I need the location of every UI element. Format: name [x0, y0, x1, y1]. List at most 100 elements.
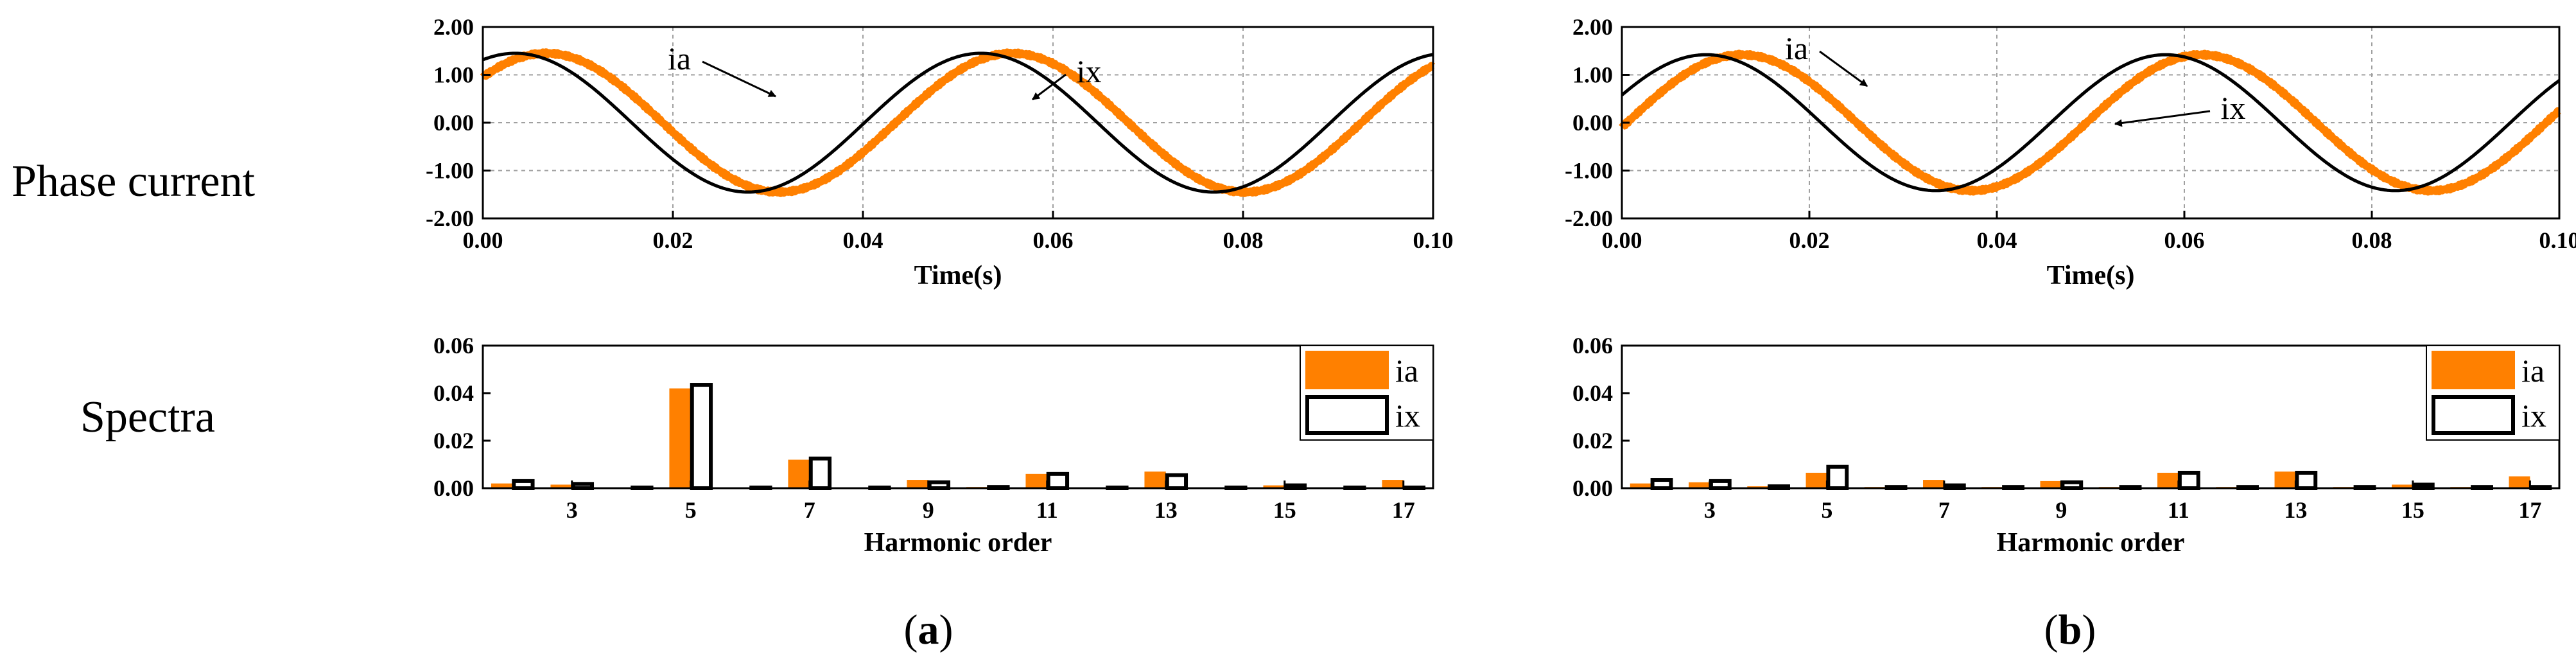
annotation-label-ix: ix — [1077, 53, 1102, 89]
x-tick-label: 0.06 — [1033, 227, 1074, 253]
plot-frame — [482, 344, 1434, 489]
annotation-label-ia: ia — [1785, 30, 1808, 66]
bar-ia — [1263, 485, 1285, 488]
bar-ia — [2157, 472, 2179, 488]
annotation-label-ix: ix — [2221, 90, 2246, 126]
series-line-ix — [1621, 53, 2561, 193]
y-tick-label: 0.00 — [1572, 110, 1613, 136]
caption-b-letter: b — [2058, 606, 2082, 653]
x-tick-label: 5 — [685, 497, 697, 523]
legend-swatch-ia — [1305, 351, 1389, 389]
bar-ia — [788, 459, 810, 488]
caption-b: (b) — [2044, 606, 2096, 653]
bar-ix — [2295, 470, 2318, 491]
annotation-arrow — [1819, 50, 1868, 87]
legend-swatch-ia — [2432, 351, 2515, 389]
y-tick-label: 2.00 — [1572, 14, 1613, 40]
series-line-ia — [480, 48, 1436, 197]
y-tick-label: -1.00 — [426, 158, 474, 184]
y-tick-label: 0.00 — [433, 475, 474, 501]
annotation-label-ia: ia — [668, 40, 691, 76]
bar-ix — [512, 479, 535, 491]
y-tick-label: 0.06 — [433, 333, 474, 358]
x-tick-label: 0.08 — [1223, 227, 1264, 253]
legend-label-ix: ix — [1395, 398, 1420, 434]
bar-ia — [907, 480, 928, 488]
caption-b-close: ) — [2082, 606, 2096, 653]
x-tick-label: 11 — [1036, 497, 1058, 523]
y-tick-label: -2.00 — [1565, 206, 1613, 231]
bar-ia — [1025, 473, 1047, 488]
caption-a-letter: a — [918, 606, 939, 653]
x-axis-title: Harmonic order — [864, 528, 1052, 558]
caption-a-open: ( — [904, 606, 918, 653]
x-tick-label: 17 — [2518, 497, 2541, 523]
annotation-arrow — [2114, 110, 2211, 127]
x-tick-label: 9 — [2055, 497, 2067, 523]
caption-a-close: ) — [939, 606, 953, 653]
y-tick-label: 1.00 — [433, 62, 474, 88]
x-tick-label: 15 — [1273, 497, 1296, 523]
y-tick-label: 0.02 — [433, 428, 474, 454]
x-tick-label: 17 — [1392, 497, 1415, 523]
x-tick-label: 7 — [804, 497, 815, 523]
x-tick-label: 0.04 — [843, 227, 883, 253]
caption-a: (a) — [904, 606, 953, 653]
svg-text:(b): (b) — [2044, 606, 2096, 653]
chart-legend: ia ix — [2426, 345, 2560, 441]
x-tick-label: 0.00 — [463, 227, 503, 253]
x-axis-title: Time(s) — [914, 261, 1002, 290]
phase-current-chart-a: 0.00 0.02 0.04 0.06 0.08 0.10 2.00 1.00 0.00 -1.0… — [426, 14, 1454, 290]
spectra-chart-b: 3 5 7 9 11 13 15 17 0.06 0.04 0.02 0.00 Harmonic ord… — [1572, 333, 2561, 558]
x-tick-label: 11 — [2168, 497, 2189, 523]
x-tick-label: 0.02 — [1789, 227, 1830, 253]
x-tick-label: 0.04 — [1977, 227, 2017, 253]
y-tick-label: 0.04 — [1572, 380, 1613, 406]
y-tick-label: 0.04 — [433, 380, 474, 406]
series-line-ia — [1619, 49, 2562, 196]
x-tick-label: 3 — [566, 497, 578, 523]
legend-label-ix: ix — [2521, 398, 2546, 434]
x-tick-label: 9 — [923, 497, 934, 523]
bar-ix — [690, 383, 713, 490]
x-tick-label: 3 — [1704, 497, 1716, 523]
bar-ia — [1689, 482, 1710, 488]
annotation-arrow — [1032, 73, 1066, 101]
bar-ia — [1382, 480, 1404, 488]
y-tick-label: 0.00 — [433, 110, 474, 136]
y-tick-label: 0.00 — [1572, 475, 1613, 501]
annotation-arrow — [702, 60, 777, 98]
bar-ia — [2040, 480, 2062, 488]
bar-ix — [1826, 464, 1849, 491]
bar-ia — [1806, 472, 1827, 488]
x-tick-label: 0.00 — [1602, 227, 1642, 253]
x-tick-label: 15 — [2401, 497, 2424, 523]
phase-current-chart-b: 0.00 0.02 0.04 0.06 0.08 0.10 2.00 1.00 0.00 -1.0… — [1565, 14, 2576, 290]
spectra-chart-a: 3 5 7 9 11 13 15 17 0.06 0.04 0.02 0.00 Harmonic ord… — [433, 333, 1434, 558]
y-tick-label: -2.00 — [426, 206, 474, 231]
bar-ix — [1709, 479, 1732, 491]
caption-b-open: ( — [2044, 606, 2058, 653]
x-tick-label: 0.10 — [1413, 227, 1454, 253]
x-tick-label: 0.08 — [2352, 227, 2392, 253]
bar-ia — [1630, 483, 1651, 488]
x-tick-label: 0.02 — [653, 227, 693, 253]
svg-text:(a): (a) — [904, 606, 953, 653]
x-tick-label: 13 — [2284, 497, 2307, 523]
y-tick-label: 2.00 — [433, 14, 474, 40]
x-axis-title: Time(s) — [2047, 261, 2135, 290]
row-label-spectra: Spectra — [80, 392, 215, 442]
bar-ia — [2392, 484, 2413, 488]
legend-label-ia: ia — [1395, 353, 1418, 389]
bar-ix — [1650, 478, 1673, 490]
plot-frame — [1621, 344, 2561, 489]
legend-swatch-ix — [1305, 395, 1389, 435]
x-axis-title: Harmonic order — [1997, 528, 2185, 558]
legend-swatch-ix — [2432, 395, 2515, 435]
x-tick-label: 7 — [1938, 497, 1950, 523]
bar-ia — [550, 484, 572, 488]
bar-ia — [1923, 480, 1944, 488]
y-tick-label: 0.06 — [1572, 333, 1613, 358]
y-tick-label: -1.00 — [1565, 158, 1613, 184]
